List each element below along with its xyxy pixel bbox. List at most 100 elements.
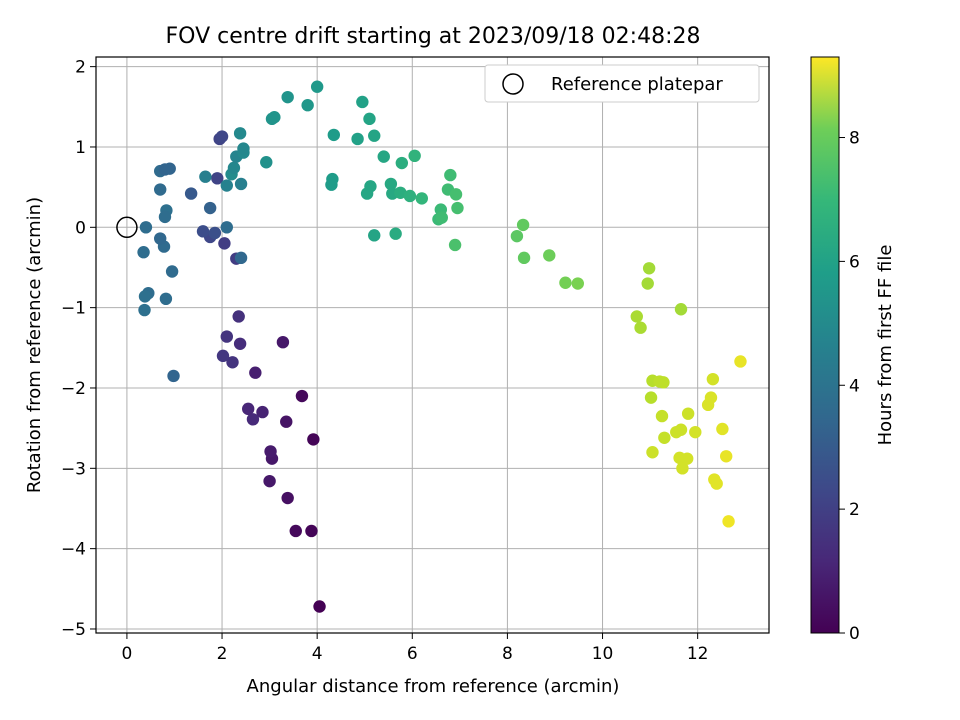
y-tick-label: 0 <box>75 218 86 238</box>
data-point <box>165 265 179 278</box>
data-point <box>158 210 172 224</box>
data-point <box>264 445 277 458</box>
data-point <box>415 192 428 205</box>
data-point <box>674 303 688 316</box>
data-point <box>220 179 233 192</box>
data-point <box>325 178 338 191</box>
colorbar-tick-label: 6 <box>849 252 860 272</box>
y-tick-label: −2 <box>61 379 86 399</box>
y-axis-ticks: −5 −4 −3 −2 −1 0 1 2 <box>61 58 96 640</box>
data-point <box>276 335 290 349</box>
data-point <box>449 188 463 201</box>
data-point <box>218 237 231 250</box>
data-point <box>395 156 409 170</box>
data-point <box>234 177 248 191</box>
data-point <box>634 321 647 334</box>
data-point <box>233 337 247 350</box>
data-point <box>281 491 294 505</box>
data-point <box>310 80 324 93</box>
x-tick-label: 8 <box>502 644 513 664</box>
data-point <box>451 201 464 215</box>
data-point <box>704 391 718 404</box>
plot-frame <box>95 56 770 634</box>
data-point <box>722 515 735 528</box>
data-point <box>260 156 273 169</box>
data-point <box>159 292 173 306</box>
data-point <box>408 149 421 163</box>
data-point <box>710 477 723 490</box>
data-point <box>377 150 390 163</box>
data-point <box>368 229 381 242</box>
data-point <box>313 600 326 613</box>
x-tick-label: 0 <box>122 644 133 664</box>
data-points <box>137 80 747 613</box>
data-point <box>305 524 318 538</box>
data-point <box>154 183 167 196</box>
data-point <box>448 238 462 252</box>
data-point <box>368 129 381 142</box>
data-point <box>644 391 658 404</box>
data-point <box>384 177 398 191</box>
data-point <box>154 232 167 245</box>
data-point <box>559 276 572 289</box>
data-point <box>281 90 294 104</box>
legend: Reference platepar <box>484 64 760 103</box>
x-tick-label: 12 <box>687 644 709 664</box>
data-point <box>689 425 702 439</box>
y-tick-label: −5 <box>61 620 86 640</box>
data-point <box>226 356 239 369</box>
data-point <box>680 452 694 465</box>
data-point <box>211 172 224 185</box>
data-point <box>199 170 212 183</box>
data-point <box>389 227 402 240</box>
data-point <box>543 249 556 262</box>
y-tick-label: −3 <box>61 459 86 479</box>
data-point <box>138 303 151 317</box>
data-point <box>215 130 229 143</box>
data-point <box>364 180 377 193</box>
data-point <box>203 201 217 215</box>
data-point <box>263 474 276 488</box>
data-point <box>403 189 417 203</box>
data-point <box>327 128 341 142</box>
data-point <box>234 251 248 265</box>
y-tick-label: −4 <box>61 540 86 560</box>
data-point <box>716 422 729 436</box>
x-tick-label: 6 <box>407 644 418 664</box>
data-point <box>658 431 671 444</box>
chart-title: FOV centre drift starting at 2023/09/18 … <box>166 24 701 49</box>
colorbar-tick-label: 2 <box>849 500 860 520</box>
colorbar-tick-label: 0 <box>849 624 860 644</box>
data-point <box>139 221 153 234</box>
reference-marker-layer <box>116 216 138 239</box>
data-point <box>220 330 233 343</box>
y-axis-label: Rotation from reference (arcmin) <box>24 197 45 493</box>
data-point <box>706 372 720 386</box>
data-point <box>268 111 281 124</box>
data-point <box>233 127 247 140</box>
data-point <box>517 251 531 265</box>
data-point <box>246 413 260 426</box>
data-point <box>674 423 688 436</box>
data-point <box>295 389 309 403</box>
x-tick-label: 2 <box>217 644 228 664</box>
data-point <box>444 168 457 182</box>
data-point <box>516 218 530 232</box>
colorbar-ticks: 0 2 4 6 8 <box>839 129 860 644</box>
data-point <box>571 277 585 290</box>
data-point <box>256 405 269 419</box>
legend-entry: Reference platepar <box>551 74 723 95</box>
grid-lines <box>96 57 769 633</box>
colorbar <box>810 56 840 634</box>
x-axis-label: Angular distance from reference (arcmin) <box>247 676 620 697</box>
data-point <box>137 246 150 259</box>
data-point <box>641 277 654 290</box>
data-point <box>646 446 659 459</box>
data-point <box>394 186 407 199</box>
data-point <box>289 524 302 538</box>
data-point <box>163 162 176 175</box>
data-point <box>676 462 689 475</box>
data-point <box>510 229 524 243</box>
data-point <box>138 290 152 303</box>
